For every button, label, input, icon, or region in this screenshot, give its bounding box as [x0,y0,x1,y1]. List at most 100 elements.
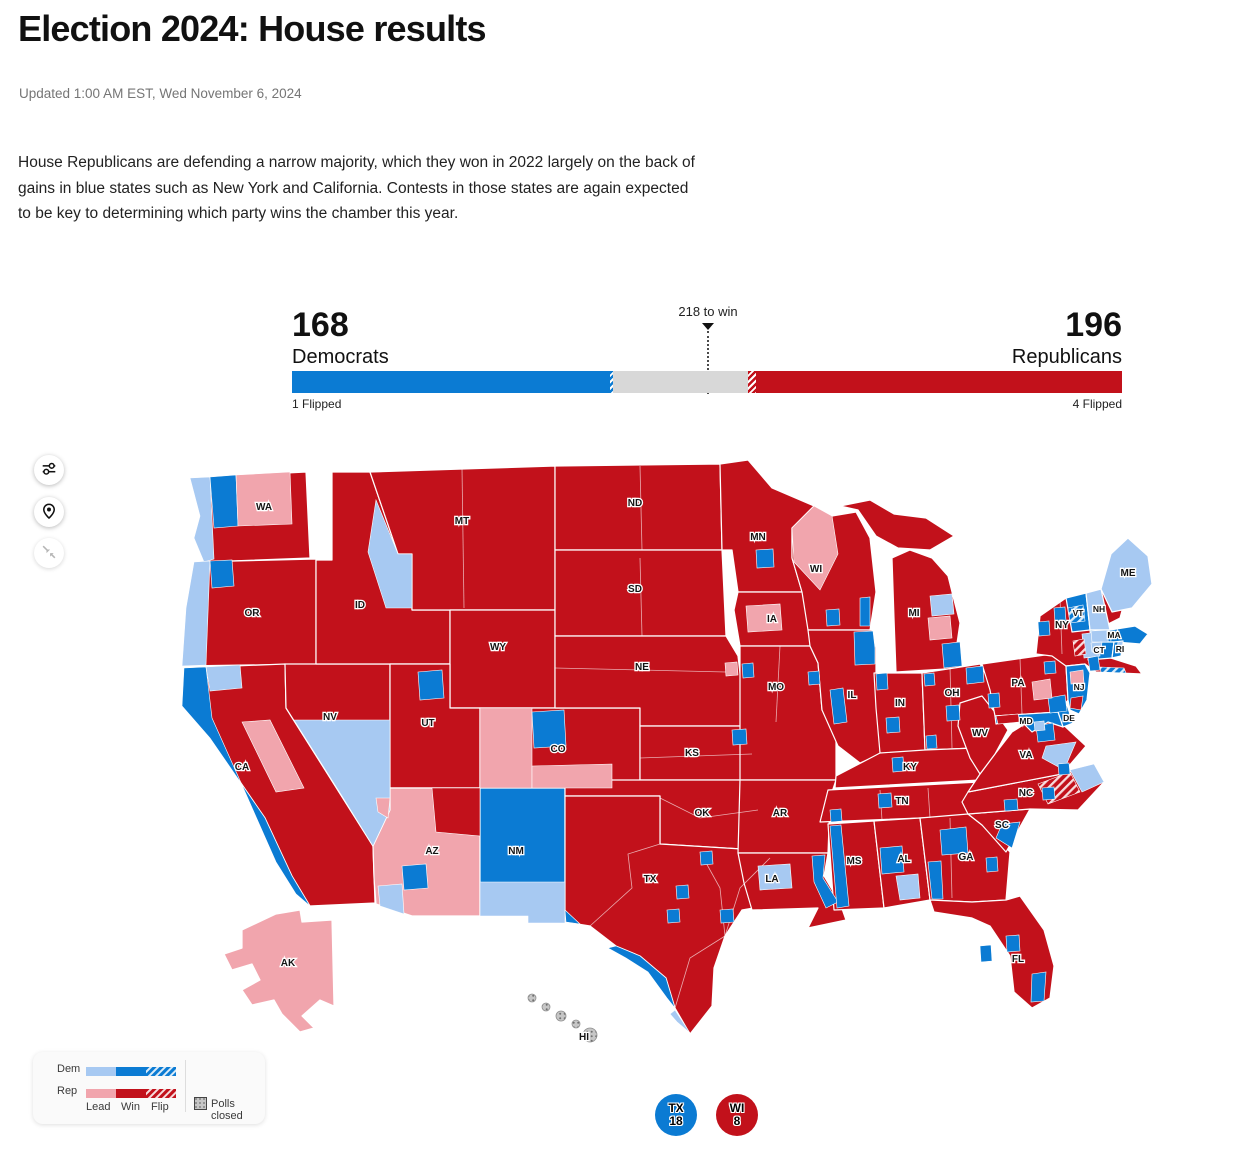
district-GA[interactable] [939,826,969,856]
district-NC[interactable] [1069,763,1105,793]
district-CA[interactable] [241,719,305,793]
district-MD[interactable] [995,713,1021,725]
state-HI-island[interactable] [527,993,537,1003]
legend-dem-swatch [86,1063,176,1081]
district-TX[interactable] [564,909,581,925]
state-HI-island[interactable] [541,1002,551,1012]
map-collapse-button[interactable] [34,538,64,568]
state-MI-region[interactable] [839,499,955,551]
district-ID[interactable] [367,498,413,609]
state-VA[interactable] [967,717,1087,793]
district-CO[interactable] [531,709,567,749]
special-race-badge-tx-18[interactable]: TX 18 [655,1094,697,1136]
district-CA[interactable] [205,664,243,692]
district-MD[interactable] [1033,720,1046,732]
map-locate-button[interactable] [34,497,64,527]
district-NY[interactable] [1067,604,1086,624]
district-NM[interactable] [479,881,566,924]
district-SC[interactable] [995,821,1021,849]
district-PA[interactable] [987,692,1001,709]
state-HI-island[interactable] [571,1019,581,1029]
district-WA[interactable] [235,471,293,527]
state-ME[interactable] [1100,537,1153,613]
district-CA[interactable] [181,666,311,907]
district-LA[interactable] [757,863,793,891]
district-FL[interactable] [1005,934,1021,953]
district-GA[interactable] [985,856,999,873]
district-OR[interactable] [181,560,211,667]
district-MA[interactable] [1090,629,1110,643]
special-race-badge-wi-8[interactable]: WI 8 [716,1094,758,1136]
district-FL[interactable] [979,944,993,963]
district-IL[interactable] [853,630,876,666]
district-NY[interactable] [1099,666,1127,674]
district-TX[interactable] [666,908,681,924]
district-TN[interactable] [877,792,893,809]
district-VA[interactable] [1057,762,1071,776]
district-UT[interactable] [417,669,445,701]
district-KY[interactable] [891,756,905,773]
district-PA[interactable] [1047,694,1068,714]
state-HI-island[interactable] [582,1027,598,1043]
district-MS[interactable] [829,824,850,909]
district-NY[interactable] [1087,655,1101,672]
district-MI[interactable] [927,615,953,641]
state-AK[interactable] [223,909,335,1033]
district-MI[interactable] [929,593,955,617]
district-CO[interactable] [479,707,533,789]
district-NJ[interactable] [1069,669,1085,685]
district-AZ[interactable] [377,883,405,915]
district-CT[interactable] [1090,641,1103,653]
district-NE[interactable] [724,661,739,677]
district-WI[interactable] [825,608,841,627]
district-NV[interactable] [293,719,391,847]
district-KS[interactable] [731,728,748,746]
district-PA[interactable] [1043,660,1057,675]
district-WI[interactable] [791,505,839,591]
district-MN[interactable] [755,548,775,569]
district-WA[interactable] [189,476,215,563]
district-PA[interactable] [1031,678,1053,701]
state-label-NJ: NJ [1074,682,1085,692]
district-NC[interactable] [1041,786,1056,801]
state-WY[interactable] [449,609,556,709]
district-WI[interactable] [859,596,871,627]
district-NY[interactable] [1072,638,1087,657]
district-NC[interactable] [1003,798,1019,812]
district-AL[interactable] [895,873,921,901]
district-OH[interactable] [923,672,936,687]
district-MI[interactable] [941,641,963,669]
district-OH[interactable] [925,734,938,750]
district-IA[interactable] [745,603,783,633]
district-GA[interactable] [927,860,944,900]
district-NY[interactable] [1037,620,1051,637]
district-OR[interactable] [209,559,235,589]
district-NJ[interactable] [1069,695,1084,711]
district-TX[interactable] [607,945,676,1009]
district-CO[interactable] [531,763,613,789]
district-IL[interactable] [829,687,848,725]
district-NV[interactable] [375,797,391,819]
district-IN[interactable] [885,716,901,734]
state-MI[interactable] [891,549,963,673]
district-AZ[interactable] [401,863,429,891]
district-NY[interactable] [1053,606,1067,623]
district-OH[interactable] [965,665,985,685]
state-FL[interactable] [929,895,1055,1009]
district-TX[interactable] [699,850,714,866]
district-MO[interactable] [741,662,755,679]
district-TX[interactable] [675,884,690,900]
district-RI[interactable] [1116,640,1124,651]
district-TN[interactable] [829,808,843,823]
district-MO[interactable] [807,670,821,686]
state-HI-island[interactable] [555,1010,567,1022]
district-OH[interactable] [945,704,961,722]
district-TX[interactable] [669,1009,691,1034]
district-WA[interactable] [209,474,239,529]
district-FL[interactable] [1030,971,1047,1003]
district-TX[interactable] [719,908,735,924]
district-AL[interactable] [879,845,905,875]
map-filter-button[interactable] [34,455,64,485]
district-IN[interactable] [875,672,889,691]
district-AZ[interactable] [431,787,481,837]
